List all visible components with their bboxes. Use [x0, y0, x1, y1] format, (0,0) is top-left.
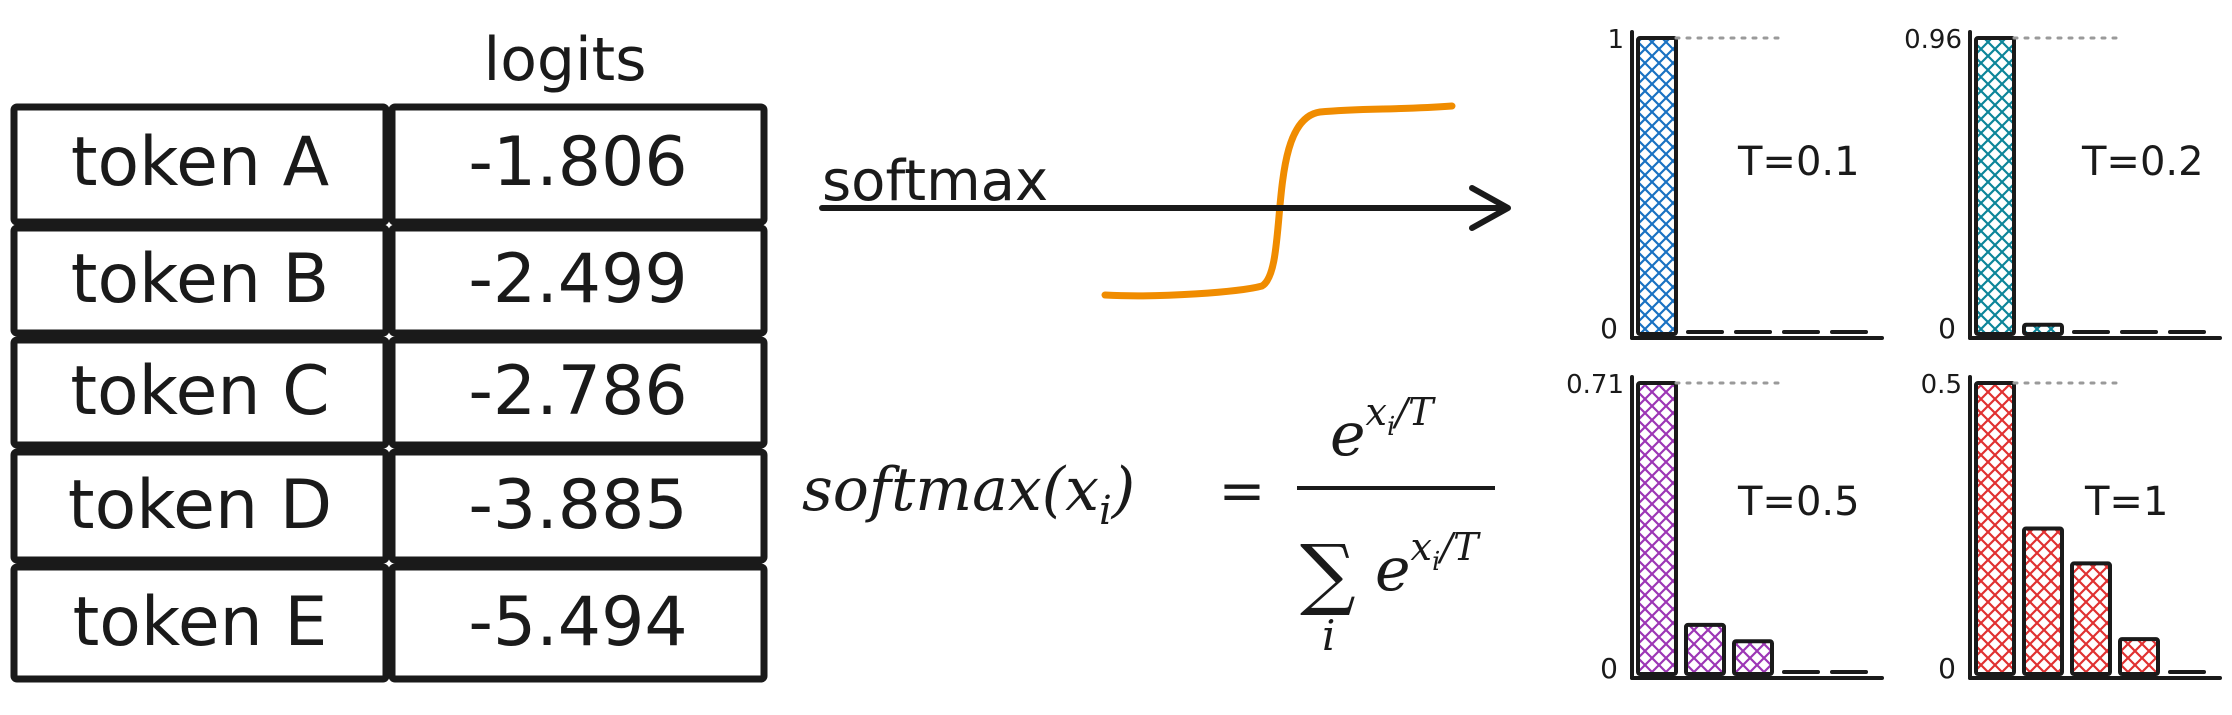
- temperature-label: T=0.2: [2081, 139, 2204, 185]
- chart-panel: 0.96 0 T=0.2: [1904, 25, 2222, 345]
- formula-equals: =: [1219, 459, 1266, 524]
- token-label: token B: [71, 240, 329, 319]
- token-label: token E: [73, 583, 328, 662]
- bar: [1732, 639, 1774, 676]
- logit-value: -2.786: [468, 352, 687, 431]
- softmax-formula: softmax(xi) = exi/T ∑ i exi/T: [802, 390, 1495, 660]
- token-label: token C: [70, 352, 329, 431]
- chart-panel: 0.71 0 T=0.5: [1566, 370, 1884, 685]
- table-row: token C -2.786: [10, 336, 768, 449]
- sum-index: i: [1322, 611, 1335, 660]
- temperature-label: T=1: [2084, 479, 2168, 525]
- bar: [2022, 322, 2064, 336]
- logit-cell: [388, 224, 768, 337]
- logit-value: -3.885: [468, 466, 687, 545]
- bar: [1974, 381, 2016, 676]
- y-max-label: 0.71: [1566, 370, 1624, 400]
- arrow-label: softmax: [822, 149, 1048, 214]
- arrow-head-icon: [1469, 185, 1511, 231]
- bar: [2070, 561, 2112, 676]
- logit-cell: [388, 563, 768, 683]
- logit-cell: [388, 336, 768, 449]
- token-label: token D: [68, 466, 332, 545]
- y-zero-label: 0: [1600, 312, 1618, 345]
- table-row: token D -3.885: [10, 448, 768, 564]
- token-cell: [10, 224, 390, 337]
- temperature-label: T=0.1: [1737, 139, 1860, 185]
- bar: [1974, 36, 2016, 336]
- bar: [2022, 526, 2064, 676]
- chart-panel: 0.5 0 T=1: [1921, 370, 2222, 685]
- y-zero-label: 0: [1600, 652, 1618, 685]
- token-cell: [10, 103, 390, 226]
- y-max-label: 1: [1607, 25, 1624, 55]
- logit-value: -2.499: [468, 240, 687, 319]
- token-cell: [10, 448, 390, 564]
- y-max-label: 0.5: [1921, 370, 1962, 400]
- token-cell: [10, 336, 390, 449]
- temperature-charts: 1 0 T=0.1 0.96 0 T=0.2 0.71 0 T=0.5 0.5 0 T=1: [1566, 25, 2222, 685]
- bar: [1636, 381, 1678, 676]
- sigmoid-curve: [1101, 102, 1456, 300]
- y-zero-label: 0: [1938, 312, 1956, 345]
- logit-value: -5.494: [468, 583, 687, 662]
- y-zero-label: 0: [1938, 652, 1956, 685]
- sum-symbol: ∑: [1300, 529, 1356, 619]
- token-cell: [10, 563, 390, 683]
- formula-numerator: exi/T: [1330, 390, 1436, 470]
- logits-table: logits token A -1.806 token B -2.499 tok…: [10, 25, 768, 683]
- bar: [1684, 622, 1726, 676]
- logit-cell: [388, 448, 768, 564]
- formula-lhs: softmax(xi): [802, 455, 1135, 534]
- table-row: token E -5.494: [10, 563, 768, 683]
- chart-panel: 1 0 T=0.1: [1600, 25, 1884, 345]
- table-row: token B -2.499: [10, 224, 768, 337]
- temperature-label: T=0.5: [1737, 479, 1860, 525]
- table-row: token A -1.806: [10, 103, 768, 226]
- token-label: token A: [71, 123, 329, 202]
- bar: [1636, 36, 1678, 336]
- logits-header: logits: [484, 25, 647, 95]
- formula-denominator: exi/T: [1375, 525, 1481, 605]
- y-max-label: 0.96: [1904, 25, 1962, 55]
- softmax-arrow-group: softmax: [819, 102, 1511, 300]
- logit-value: -1.806: [468, 123, 687, 202]
- bar: [2118, 637, 2160, 677]
- logit-cell: [388, 103, 768, 226]
